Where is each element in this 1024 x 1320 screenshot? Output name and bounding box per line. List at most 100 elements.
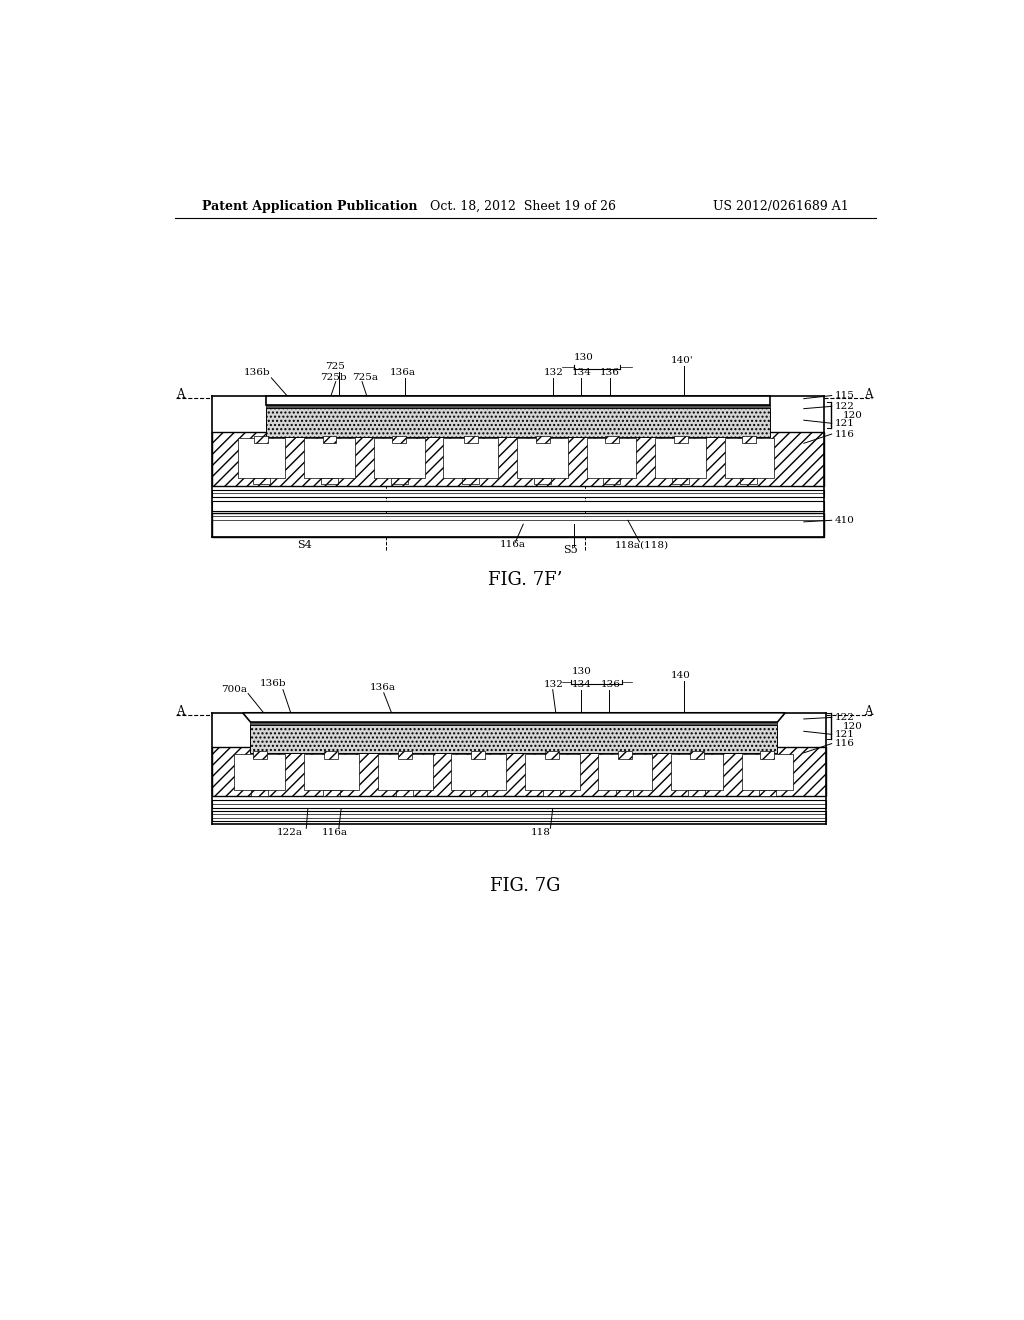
- Bar: [321, 478, 338, 484]
- Bar: [464, 436, 477, 444]
- Text: S5: S5: [563, 545, 579, 554]
- Text: S4: S4: [297, 540, 311, 550]
- Text: 122a: 122a: [276, 828, 303, 837]
- Text: 136a: 136a: [370, 682, 396, 692]
- Bar: [616, 789, 633, 796]
- Text: 140: 140: [671, 672, 690, 680]
- Bar: [323, 789, 340, 796]
- Text: 136: 136: [600, 368, 620, 378]
- Bar: [452, 754, 506, 789]
- Text: 121: 121: [835, 730, 855, 739]
- Text: A: A: [176, 705, 185, 718]
- Text: 134: 134: [571, 368, 591, 378]
- Bar: [725, 438, 773, 478]
- Text: 136: 136: [601, 680, 621, 689]
- Text: 116: 116: [835, 739, 855, 748]
- Bar: [535, 478, 551, 484]
- Bar: [604, 436, 618, 444]
- Bar: [251, 789, 268, 796]
- Bar: [545, 751, 559, 759]
- Bar: [392, 436, 407, 444]
- Text: FIG. 7G: FIG. 7G: [489, 876, 560, 895]
- Bar: [471, 751, 485, 759]
- Bar: [266, 405, 770, 408]
- Bar: [212, 490, 824, 498]
- Text: 410: 410: [835, 516, 855, 525]
- Text: A: A: [864, 705, 872, 718]
- Text: 121: 121: [835, 418, 855, 428]
- Text: 700a: 700a: [221, 685, 247, 694]
- Bar: [212, 812, 825, 821]
- Bar: [761, 751, 774, 759]
- Text: 132: 132: [544, 368, 563, 378]
- Bar: [396, 789, 414, 796]
- Bar: [234, 754, 286, 789]
- Text: 116: 116: [835, 429, 855, 438]
- Bar: [251, 725, 777, 752]
- Bar: [443, 438, 499, 478]
- Text: 136b: 136b: [260, 678, 287, 688]
- Bar: [617, 751, 632, 759]
- Bar: [470, 789, 486, 796]
- Bar: [378, 754, 432, 789]
- Bar: [688, 789, 706, 796]
- Bar: [603, 478, 621, 484]
- Bar: [741, 436, 756, 444]
- Bar: [251, 722, 777, 725]
- Text: A: A: [864, 388, 872, 400]
- Bar: [212, 800, 825, 808]
- Bar: [253, 751, 266, 759]
- Bar: [323, 436, 337, 444]
- Text: 136a: 136a: [390, 368, 416, 378]
- Bar: [671, 754, 723, 789]
- Text: 130: 130: [571, 668, 591, 676]
- Bar: [690, 751, 703, 759]
- Bar: [212, 502, 824, 511]
- Bar: [674, 436, 687, 444]
- Text: 725b: 725b: [321, 372, 347, 381]
- Bar: [598, 754, 652, 789]
- Text: 140': 140': [671, 355, 693, 364]
- Bar: [740, 478, 758, 484]
- Bar: [462, 478, 479, 484]
- Text: 118: 118: [531, 828, 551, 837]
- Bar: [517, 438, 568, 478]
- Bar: [304, 754, 359, 789]
- Bar: [544, 789, 560, 796]
- Text: 115: 115: [835, 391, 855, 400]
- Bar: [254, 436, 268, 444]
- Text: 725: 725: [326, 362, 345, 371]
- Text: Oct. 18, 2012  Sheet 19 of 26: Oct. 18, 2012 Sheet 19 of 26: [430, 199, 616, 213]
- Bar: [536, 436, 550, 444]
- Text: Patent Application Publication: Patent Application Publication: [202, 199, 417, 213]
- Bar: [212, 432, 824, 486]
- Bar: [212, 747, 825, 796]
- Bar: [391, 478, 408, 484]
- Text: 120: 120: [843, 722, 862, 731]
- Bar: [524, 754, 580, 789]
- Text: A: A: [176, 388, 185, 400]
- Text: 130: 130: [573, 352, 594, 362]
- Bar: [672, 478, 689, 484]
- Bar: [741, 754, 793, 789]
- Text: 725a: 725a: [352, 372, 378, 381]
- Bar: [324, 751, 338, 759]
- Bar: [397, 751, 412, 759]
- Polygon shape: [243, 713, 785, 722]
- Text: 122: 122: [835, 401, 855, 411]
- Text: 136b: 136b: [245, 368, 271, 378]
- Bar: [253, 478, 270, 484]
- Text: FIG. 7F’: FIG. 7F’: [487, 572, 562, 589]
- Text: 118a(118): 118a(118): [614, 540, 669, 549]
- Bar: [587, 438, 636, 478]
- Bar: [266, 408, 770, 437]
- Bar: [238, 438, 286, 478]
- Text: US 2012/0261689 A1: US 2012/0261689 A1: [713, 199, 849, 213]
- Bar: [759, 789, 776, 796]
- Bar: [374, 438, 425, 478]
- Text: 116a: 116a: [322, 828, 348, 837]
- Bar: [304, 438, 355, 478]
- Bar: [212, 512, 824, 537]
- Text: 134: 134: [572, 680, 592, 689]
- Text: 132: 132: [544, 680, 563, 689]
